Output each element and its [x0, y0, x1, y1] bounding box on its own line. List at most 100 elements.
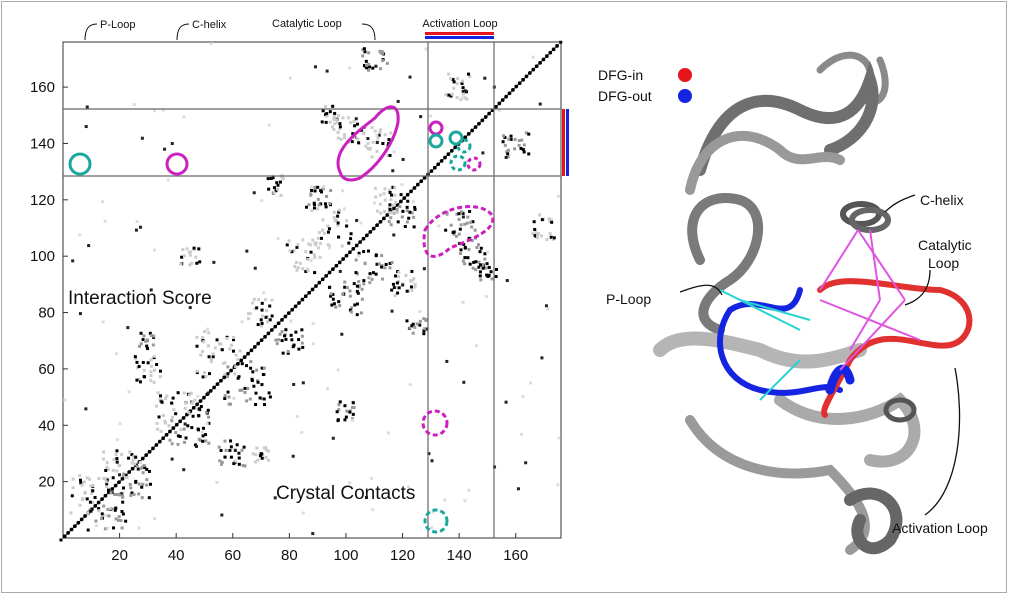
contact-dot: [138, 483, 141, 486]
contact-dot: [94, 496, 97, 499]
contact-dot: [350, 232, 353, 235]
contact-dot: [462, 301, 465, 304]
contact-dot: [445, 360, 448, 363]
contact-dot: [396, 211, 399, 214]
contact-dot: [433, 167, 436, 170]
contact-dot: [397, 275, 400, 278]
contact-dot: [256, 342, 259, 345]
contact-dot: [523, 150, 526, 153]
contact-dot: [133, 103, 136, 106]
contact-dot: [279, 333, 282, 336]
contact-dot: [349, 237, 352, 240]
y-tick-label: 140: [30, 135, 55, 152]
contact-dot: [287, 312, 290, 315]
contact-dot: [121, 478, 124, 481]
contact-dot: [115, 457, 118, 460]
contact-dot: [323, 232, 326, 235]
contact-dot: [207, 392, 210, 395]
contact-dot: [97, 509, 100, 512]
contact-dot: [378, 262, 381, 265]
contact-dot: [343, 286, 346, 289]
contact-dot: [374, 129, 377, 132]
contact-dot: [104, 220, 107, 223]
contact-dot: [559, 41, 562, 44]
contact-dot: [506, 279, 509, 282]
contact-dot: [159, 375, 162, 378]
contact-dot: [264, 456, 267, 459]
contact-dot: [232, 397, 235, 400]
contact-dot: [292, 455, 295, 458]
contact-dot: [267, 177, 270, 180]
contact-dot: [296, 243, 299, 246]
contact-dot: [202, 396, 205, 399]
contact-dot: [267, 459, 270, 462]
contact-dot: [232, 336, 235, 339]
contact-dot: [159, 394, 162, 397]
contact-dot: [462, 215, 465, 218]
contact-dot: [345, 225, 348, 228]
contact-dot: [135, 361, 138, 364]
contact-dot: [450, 150, 453, 153]
contact-dot: [394, 201, 397, 204]
contact-dot: [391, 261, 394, 264]
contact-dot: [333, 216, 336, 219]
contact-dot: [311, 288, 314, 291]
contact-dot: [183, 428, 186, 431]
contact-dot: [443, 498, 446, 501]
contact-dot: [110, 488, 113, 491]
contact-dot: [159, 397, 162, 400]
contact-dot: [114, 509, 117, 512]
contact-dot: [317, 198, 320, 201]
contact-dot: [330, 292, 333, 295]
contact-dot: [388, 220, 391, 223]
contact-dot: [345, 416, 348, 419]
contact-dot: [337, 300, 340, 303]
contact-dot: [254, 403, 257, 406]
contact-dot: [121, 501, 124, 504]
contact-dot: [289, 320, 292, 323]
contact-dot: [328, 202, 331, 205]
contact-dot: [260, 325, 263, 328]
contact-dot: [381, 278, 384, 281]
contact-dot: [212, 352, 215, 355]
contact-dot: [391, 310, 394, 313]
contact-dot: [122, 487, 125, 490]
contact-dot: [321, 120, 324, 123]
contact-dot: [386, 62, 389, 65]
contact-dot: [321, 229, 324, 232]
contact-dot: [484, 116, 487, 119]
contact-dot: [506, 152, 509, 155]
contact-dot: [199, 354, 202, 357]
contact-dot: [145, 345, 148, 348]
contact-dot: [263, 397, 266, 400]
contact-dot: [157, 391, 160, 394]
contact-dot: [141, 496, 144, 499]
y-tick-label: 60: [38, 361, 55, 378]
contact-dot: [366, 137, 369, 140]
contact-dot: [249, 312, 252, 315]
contact-dot: [357, 254, 360, 257]
y-tick-label: 160: [30, 79, 55, 96]
contact-dot: [182, 468, 185, 471]
region-label: P-Loop: [100, 19, 135, 31]
contact-dot: [313, 256, 316, 259]
contact-dot: [164, 397, 167, 400]
contact-dot: [462, 381, 465, 384]
contact-dot: [461, 80, 464, 83]
contact-dot: [406, 209, 409, 212]
contact-dot: [260, 339, 263, 342]
contact-dot: [362, 238, 365, 241]
contact-dot: [253, 346, 256, 349]
contact-dot: [274, 339, 277, 342]
contact-dot: [379, 203, 382, 206]
contact-dot: [353, 282, 356, 285]
contact-dot: [369, 275, 372, 278]
contact-dot: [247, 317, 250, 320]
contact-dot: [72, 478, 75, 481]
contact-dot: [153, 249, 156, 252]
contact-dot: [360, 311, 363, 314]
contact-dot: [459, 248, 462, 251]
contact-dot: [277, 338, 280, 341]
contact-dot: [280, 319, 283, 322]
contact-dot: [541, 218, 544, 221]
